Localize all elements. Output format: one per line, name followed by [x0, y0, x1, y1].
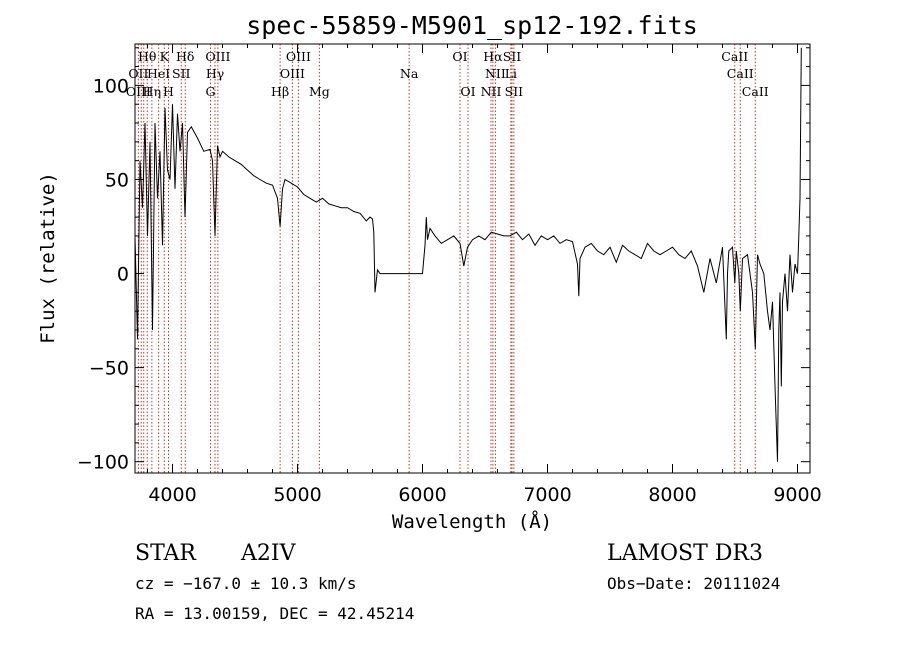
- line-label-11: SII: [172, 66, 191, 81]
- line-label-23: Mg: [309, 84, 330, 99]
- line-label-20: H: [163, 84, 174, 99]
- chart-title: spec-55859-M5901_sp12-192.fits: [246, 11, 698, 40]
- x-tick-label-6000: 6000: [398, 484, 446, 506]
- line-label-13: OIII: [280, 66, 305, 81]
- line-label-16: Li: [505, 66, 517, 81]
- line-label-24: OI: [460, 84, 475, 99]
- line-label-8: CaII: [721, 49, 748, 64]
- survey-name: LAMOST DR3: [607, 541, 763, 566]
- x-tick-label-4000: 4000: [148, 484, 196, 506]
- x-tick-label-5000: 5000: [273, 484, 321, 506]
- line-label-15: NII: [485, 66, 506, 81]
- line-label-18: OIII: [126, 84, 151, 99]
- line-label-7: SII: [503, 49, 522, 64]
- line-label-6: Hα: [483, 49, 503, 64]
- series-line-0: [135, 47, 802, 462]
- line-label-27: CaII: [742, 84, 769, 99]
- line-label-0: Hθ: [138, 49, 156, 64]
- x-axis-label: Wavelength (Å): [392, 510, 552, 533]
- line-label-19: Hη: [143, 84, 161, 99]
- line-label-2: Hδ: [176, 49, 194, 64]
- line-label-4: OIII: [286, 49, 311, 64]
- x-tick-label-7000: 7000: [523, 484, 571, 506]
- line-label-14: Na: [400, 66, 419, 81]
- emission-line-markers: [137, 44, 756, 473]
- y-tick-label--50: −50: [89, 358, 129, 380]
- line-label-21: G: [206, 84, 216, 99]
- y-axis: −100 −50 0 50 100: [77, 47, 810, 474]
- x-axis: 4000 5000 6000 7000 8000 9000: [147, 44, 822, 506]
- y-axis-label: Flux (relative): [37, 172, 59, 344]
- y-tick-label-50: 50: [105, 169, 129, 191]
- y-tick-label--100: −100: [77, 452, 129, 474]
- object-subclass: A2IV: [240, 541, 297, 566]
- line-label-25: NII: [481, 84, 502, 99]
- line-label-9: OII: [128, 66, 148, 81]
- line-label-26: SII: [505, 84, 524, 99]
- x-tick-label-9000: 9000: [773, 484, 821, 506]
- object-class: STAR: [135, 541, 197, 566]
- spectrum-series: [135, 47, 802, 462]
- plot-frame: [134, 43, 811, 474]
- line-label-17: CaII: [727, 66, 754, 81]
- coordinates: RA = 13.00159, DEC = 42.45214: [135, 604, 414, 623]
- line-label-3: OIII: [205, 49, 230, 64]
- line-label-1: K: [160, 49, 170, 64]
- y-tick-label-0: 0: [117, 264, 129, 286]
- line-label-5: OI: [452, 49, 467, 64]
- redshift-velocity: cz = −167.0 ± 10.3 km/s: [135, 574, 357, 593]
- line-label-12: Hγ: [206, 66, 224, 81]
- x-tick-label-8000: 8000: [648, 484, 696, 506]
- line-label-10: HeI: [147, 66, 170, 81]
- y-tick-label-100: 100: [93, 75, 129, 97]
- line-label-22: Hβ: [271, 84, 289, 99]
- observation-date: Obs−Date: 20111024: [607, 574, 780, 593]
